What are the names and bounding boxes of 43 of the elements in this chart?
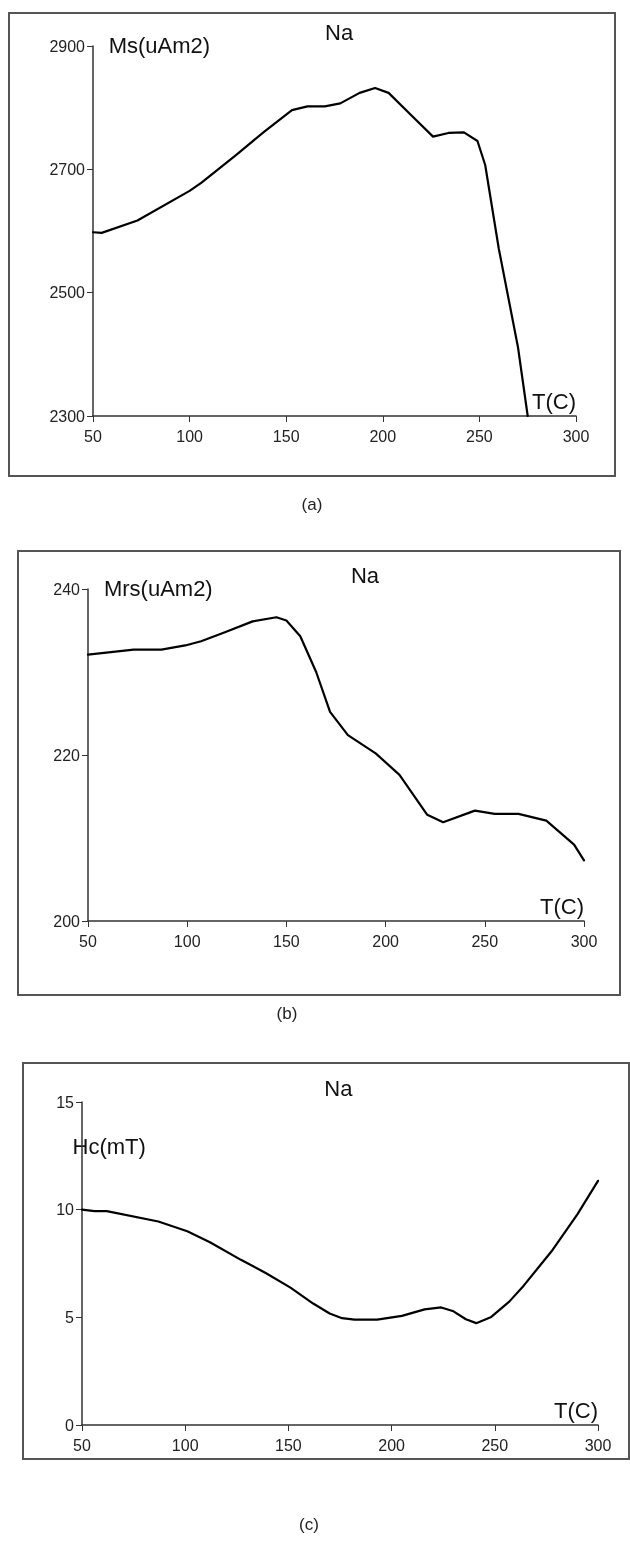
x-axis-title: T(C) (532, 388, 576, 414)
y-tick-label: 240 (53, 580, 81, 598)
y-axis-title: Mrs(uAm2) (103, 576, 213, 602)
chart-title: Na (324, 1075, 354, 1101)
text: (c) (298, 1515, 320, 1535)
x-tick-label: 100 (171, 1436, 199, 1454)
x-axis-title: T(C) (554, 1397, 598, 1423)
y-axis-title: Ms(uAm2) (108, 32, 211, 58)
y-tick-label: 15 (56, 1093, 75, 1111)
x-axis-title: T(C) (540, 893, 584, 919)
x-tick-label: 100 (176, 427, 204, 445)
x-tick-label: 300 (584, 1436, 612, 1454)
y-tick-label: 2300 (49, 407, 86, 425)
y-tick-label: 200 (53, 912, 81, 930)
x-tick-label: 250 (466, 427, 493, 445)
line-series (91, 86, 529, 418)
x-tick-label: 50 (84, 427, 102, 445)
x-tick-label: 250 (471, 932, 499, 950)
y-tick-label: 0 (65, 1416, 75, 1434)
x-tick-label: 300 (570, 932, 598, 950)
x-tick-label: 150 (272, 427, 300, 445)
y-tick-label: 2500 (49, 284, 86, 302)
chart-title: Na (325, 19, 354, 45)
x-tick-label: 150 (275, 1436, 302, 1454)
y-tick-label: 2700 (49, 160, 86, 178)
y-tick-label: 2900 (49, 37, 86, 55)
x-tick-label: 250 (481, 1436, 509, 1454)
text: (a) (300, 495, 324, 515)
x-tick-label: 200 (372, 932, 400, 950)
x-tick-label: 150 (273, 932, 300, 950)
chart-title: Na (350, 562, 380, 588)
line-series (86, 616, 586, 862)
line-series (80, 1179, 600, 1325)
x-tick-label: 200 (378, 1436, 406, 1454)
x-tick-label: 100 (173, 932, 201, 950)
x-tick-label: 50 (79, 932, 97, 950)
text: (b) (275, 1004, 299, 1024)
x-tick-label: 200 (369, 427, 397, 445)
y-tick-label: 5 (65, 1308, 75, 1326)
x-tick-label: 300 (562, 427, 590, 445)
y-tick-label: 10 (56, 1201, 75, 1219)
x-tick-label: 50 (73, 1436, 91, 1454)
y-tick-label: 220 (53, 746, 81, 764)
